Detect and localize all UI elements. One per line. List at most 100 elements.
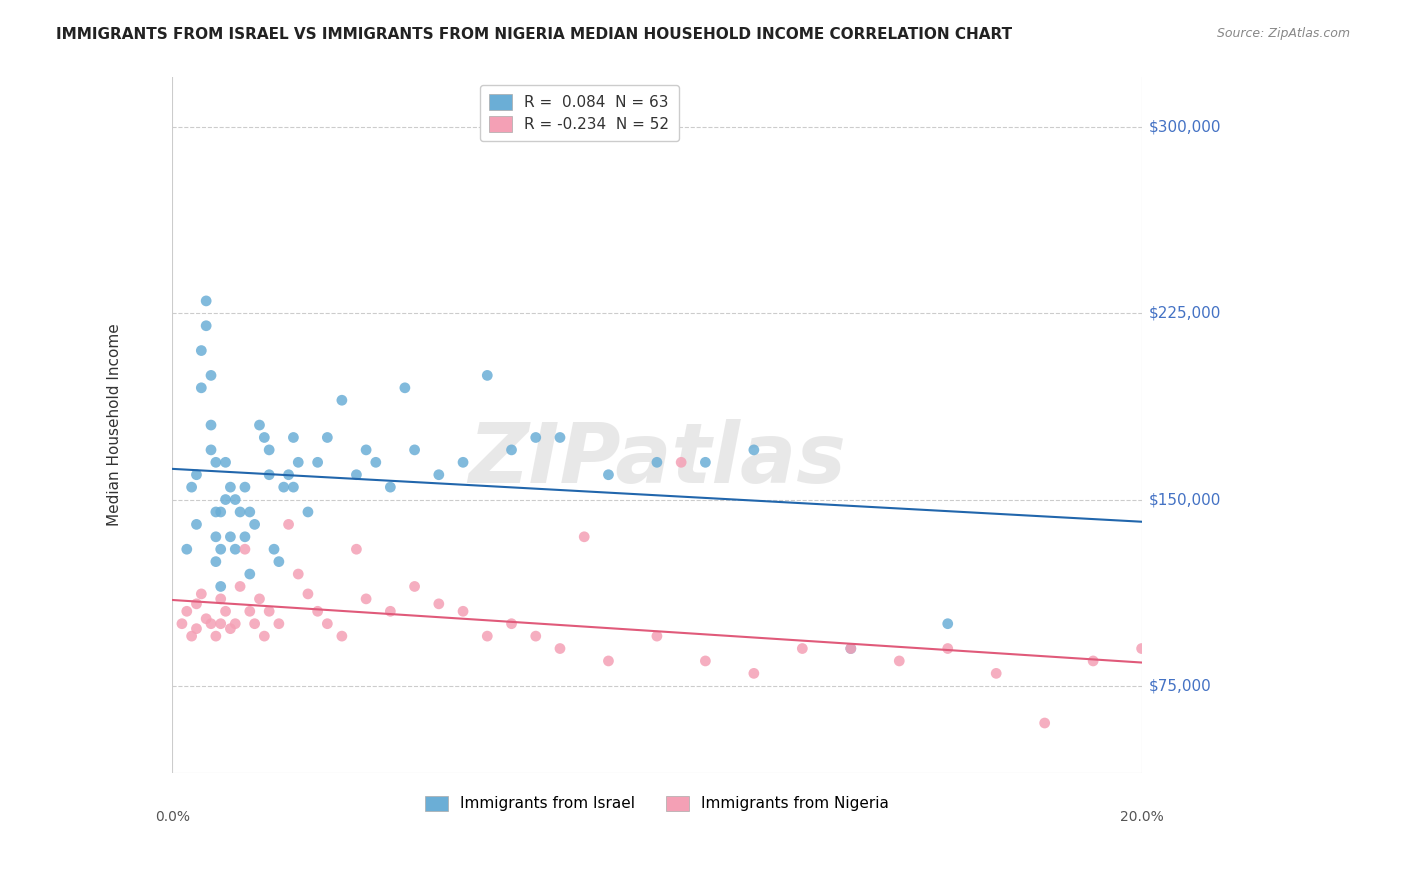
Point — [695, 654, 717, 668]
Point — [239, 505, 262, 519]
Point — [224, 492, 246, 507]
Point — [645, 455, 668, 469]
Point — [645, 629, 668, 643]
Point — [394, 381, 416, 395]
Point — [936, 616, 959, 631]
Legend: Immigrants from Israel, Immigrants from Nigeria: Immigrants from Israel, Immigrants from … — [416, 787, 898, 821]
Point — [209, 616, 232, 631]
Point — [214, 492, 236, 507]
Point — [330, 629, 353, 643]
Point — [936, 641, 959, 656]
Point — [263, 542, 285, 557]
Point — [297, 505, 319, 519]
Point — [257, 604, 280, 618]
Point — [233, 480, 256, 494]
Point — [229, 579, 252, 593]
Point — [548, 641, 571, 656]
Point — [195, 612, 218, 626]
Point — [695, 455, 717, 469]
Point — [170, 616, 193, 631]
Point — [427, 597, 450, 611]
Point — [330, 393, 353, 408]
Point — [273, 480, 295, 494]
Point — [186, 467, 208, 482]
Point — [404, 579, 426, 593]
Point — [209, 505, 232, 519]
Point — [451, 604, 474, 618]
Point — [219, 622, 242, 636]
Point — [205, 629, 228, 643]
Point — [354, 442, 377, 457]
Point — [277, 517, 299, 532]
Point — [1033, 716, 1056, 731]
Point — [477, 629, 499, 643]
Point — [205, 455, 228, 469]
Point — [200, 616, 222, 631]
Point — [209, 591, 232, 606]
Point — [195, 318, 218, 333]
Point — [219, 480, 242, 494]
Point — [214, 604, 236, 618]
Point — [316, 430, 339, 444]
Point — [986, 666, 1008, 681]
Text: $300,000: $300,000 — [1149, 120, 1222, 135]
Point — [200, 418, 222, 433]
Point — [524, 629, 547, 643]
Point — [243, 616, 266, 631]
Point — [205, 530, 228, 544]
Point — [219, 530, 242, 544]
Point — [598, 467, 620, 482]
Point — [239, 604, 262, 618]
Point — [209, 542, 232, 557]
Point — [267, 555, 290, 569]
Point — [214, 455, 236, 469]
Point — [249, 591, 271, 606]
Point — [205, 555, 228, 569]
Point — [180, 480, 202, 494]
Point — [209, 579, 232, 593]
Text: $150,000: $150,000 — [1149, 492, 1222, 507]
Point — [598, 654, 620, 668]
Point — [186, 622, 208, 636]
Text: 0.0%: 0.0% — [155, 810, 190, 824]
Point — [307, 604, 329, 618]
Text: 20.0%: 20.0% — [1119, 810, 1164, 824]
Point — [186, 597, 208, 611]
Point — [307, 455, 329, 469]
Point — [190, 381, 212, 395]
Point — [257, 467, 280, 482]
Point — [404, 442, 426, 457]
Point — [839, 641, 862, 656]
Point — [548, 430, 571, 444]
Point — [176, 542, 198, 557]
Point — [574, 530, 596, 544]
Point — [287, 455, 309, 469]
Point — [224, 616, 246, 631]
Point — [501, 442, 523, 457]
Point — [267, 616, 290, 631]
Text: $225,000: $225,000 — [1149, 306, 1222, 321]
Point — [477, 368, 499, 383]
Text: ZIPatlas: ZIPatlas — [468, 419, 846, 500]
Point — [190, 343, 212, 358]
Point — [524, 430, 547, 444]
Point — [190, 587, 212, 601]
Point — [354, 591, 377, 606]
Text: IMMIGRANTS FROM ISRAEL VS IMMIGRANTS FROM NIGERIA MEDIAN HOUSEHOLD INCOME CORREL: IMMIGRANTS FROM ISRAEL VS IMMIGRANTS FRO… — [56, 27, 1012, 42]
Point — [200, 368, 222, 383]
Point — [283, 430, 305, 444]
Point — [195, 293, 218, 308]
Point — [224, 542, 246, 557]
Text: Source: ZipAtlas.com: Source: ZipAtlas.com — [1216, 27, 1350, 40]
Point — [316, 616, 339, 631]
Point — [253, 629, 276, 643]
Point — [792, 641, 814, 656]
Point — [1081, 654, 1104, 668]
Point — [257, 442, 280, 457]
Point — [176, 604, 198, 618]
Point — [742, 442, 765, 457]
Point — [283, 480, 305, 494]
Point — [233, 542, 256, 557]
Point — [180, 629, 202, 643]
Point — [427, 467, 450, 482]
